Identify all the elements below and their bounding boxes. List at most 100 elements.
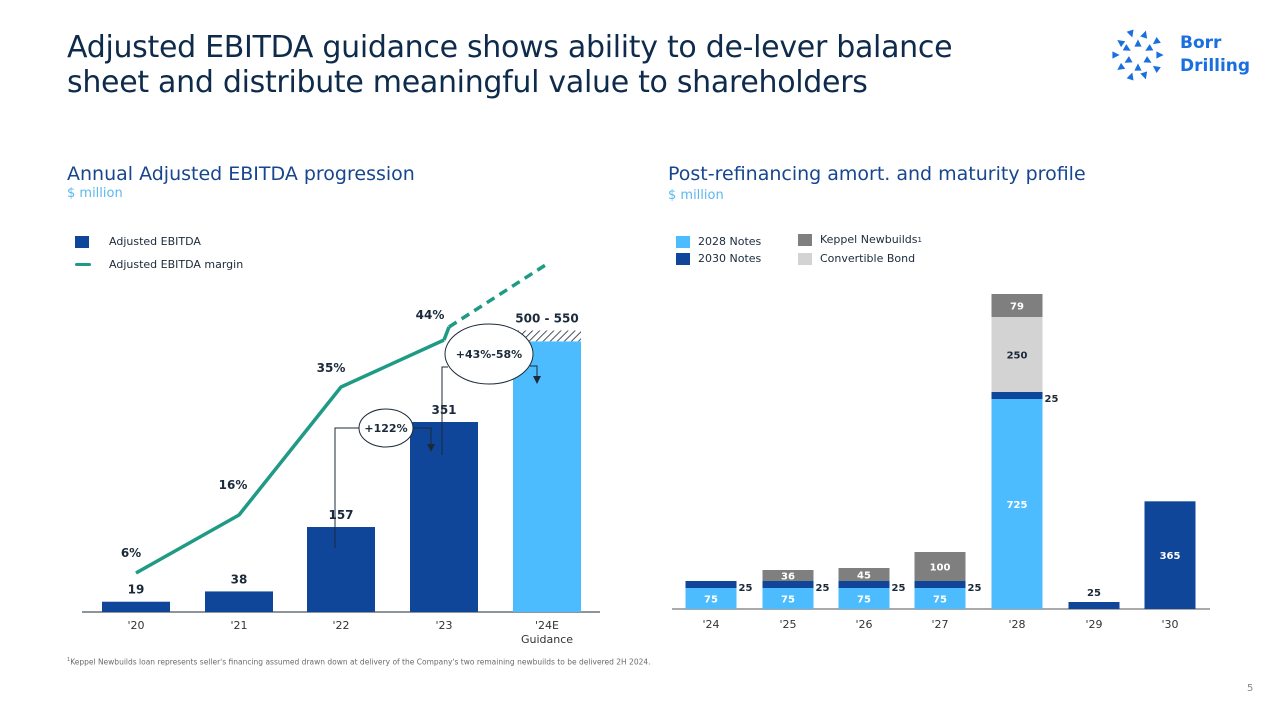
logo-triangle — [1117, 39, 1126, 48]
slide-title-line2: sheet and distribute meaningful value to… — [67, 65, 868, 100]
segment-value-label: 25 — [1087, 588, 1101, 599]
legend-swatch — [676, 252, 690, 265]
footnote-text: Keppel Newbuilds loan represents seller'… — [70, 657, 651, 667]
logo-triangle — [1117, 62, 1126, 71]
guidance-range-hatch — [513, 330, 581, 342]
stacked-bar-segment — [685, 581, 737, 588]
margin-line-projected — [448, 262, 548, 329]
stacked-bar-segment — [1144, 501, 1196, 609]
x-tick-label: '21 — [230, 619, 247, 632]
ebitda-chart: +122% +43%-58% 19 '20 38 '21 157 '22 351 '23 500 … — [82, 262, 600, 646]
annotation-connector — [441, 366, 448, 455]
footnote-marker: 1 — [67, 657, 71, 663]
logo-triangle — [1145, 44, 1154, 51]
legend-label: Adjusted EBITDA — [109, 235, 201, 248]
segment-value-label: 25 — [816, 583, 830, 594]
maturity-chart-subtitle: $ million — [668, 188, 724, 203]
maturity-chart: 75 25 '24 75 25 36 '25 75 25 45 '26 75 25 100 '27 725 25… — [672, 294, 1210, 631]
stacked-bar-segment — [991, 399, 1043, 609]
logo-triangle — [1126, 29, 1134, 38]
stacked-bar-segment — [838, 568, 890, 581]
x-tick-label: '27 — [931, 618, 948, 631]
stacked-bar-segment — [991, 294, 1043, 317]
margin-line-join — [442, 326, 451, 341]
stacked-bar-segment — [838, 581, 890, 588]
legend-2030-notes: 2030 Notes — [676, 252, 761, 265]
segment-value-label: 100 — [930, 563, 951, 574]
logo-triangle — [1126, 72, 1134, 81]
x-tick-label: '20 — [127, 619, 144, 632]
legend-swatch — [798, 252, 812, 265]
stacked-bar-segment — [838, 588, 890, 609]
stacked-bar-segment — [914, 552, 966, 581]
ebitda-bar — [102, 601, 170, 612]
x-tick-label: '23 — [435, 619, 452, 632]
ebitda-chart-subtitle: $ million — [67, 186, 123, 201]
ebitda-bar — [513, 341, 581, 612]
stacked-bar-segment — [762, 581, 814, 588]
legend-label: Adjusted EBITDA margin — [109, 258, 244, 271]
x-tick-label: '24 — [702, 618, 719, 631]
slide-title: Adjusted EBITDA guidance shows ability t… — [67, 30, 953, 100]
logo-triangle — [1152, 37, 1161, 45]
margin-line — [135, 338, 445, 575]
segment-value-label: 25 — [968, 583, 982, 594]
margin-label: 35% — [317, 361, 346, 375]
segment-value-label: 75 — [781, 595, 795, 606]
margin-label: 16% — [219, 478, 248, 492]
legend-swatch — [676, 235, 690, 248]
logo-triangle — [1124, 56, 1133, 63]
legend-convertible-bond: Convertible Bond — [798, 252, 915, 265]
bar-value-label: 351 — [431, 403, 456, 417]
legend-swatch-line — [75, 263, 91, 266]
segment-value-label: 25 — [739, 583, 753, 594]
logo-triangle — [1134, 39, 1142, 47]
x-tick-label: '30 — [1161, 618, 1178, 631]
margin-label: 6% — [121, 546, 141, 560]
logo-triangle — [1152, 65, 1161, 73]
legend-swatch — [798, 233, 812, 246]
segment-value-label: 365 — [1160, 551, 1181, 562]
logo-text: Borr Drilling — [1180, 32, 1250, 78]
legend-swatch-bar — [75, 235, 89, 248]
page-number: 5 — [1247, 683, 1254, 694]
logo-triangle — [1140, 30, 1148, 39]
legend-adjusted-ebitda-margin: Adjusted EBITDA margin — [75, 258, 243, 271]
x-tick-label: '28 — [1008, 618, 1025, 631]
legend-label: 2028 Notes — [698, 235, 762, 248]
legend-2028-notes: 2028 Notes — [676, 235, 761, 248]
segment-value-label: 75 — [857, 595, 871, 606]
stacked-bar-segment — [1068, 602, 1120, 609]
ebitda-bar — [205, 591, 273, 612]
borr-drilling-logo-icon — [1112, 29, 1164, 81]
segment-value-label: 725 — [1007, 500, 1028, 511]
stacked-bar-segment — [914, 581, 966, 588]
bar-value-label: 157 — [328, 508, 353, 522]
x-tick-label: '22 — [332, 619, 349, 632]
segment-value-label: 250 — [1007, 351, 1028, 362]
annotation-bubble — [444, 323, 534, 385]
bar-value-label: 19 — [128, 583, 145, 597]
logo-triangle — [1134, 63, 1142, 71]
ebitda-bar — [307, 527, 375, 612]
stacked-bar-segment — [762, 588, 814, 609]
logo-triangle — [1112, 51, 1120, 59]
annotation-label: +122% — [364, 422, 407, 435]
logo-triangle — [1140, 71, 1148, 80]
legend-keppel-newbuilds: Keppel Newbuilds 1 — [798, 233, 922, 246]
legend-adjusted-ebitda: Adjusted EBITDA — [75, 235, 201, 248]
footnote-ref: 1 — [917, 235, 922, 244]
logo-triangle — [1122, 44, 1131, 51]
legend-label: Keppel Newbuilds — [820, 233, 918, 246]
logo-triangle — [1156, 51, 1164, 59]
segment-value-label: 25 — [892, 583, 906, 594]
segment-value-label: 45 — [857, 571, 871, 582]
segment-value-label: 36 — [781, 572, 795, 583]
slide-title-line1: Adjusted EBITDA guidance shows ability t… — [67, 30, 953, 65]
annotation-connector — [334, 427, 360, 548]
ebitda-bar — [410, 422, 478, 612]
bar-value-label: 500 - 550 — [515, 312, 578, 326]
x-tick-label: '29 — [1085, 618, 1102, 631]
annotation-label: +43%-58% — [456, 348, 522, 361]
x-tick-label: '26 — [855, 618, 872, 631]
